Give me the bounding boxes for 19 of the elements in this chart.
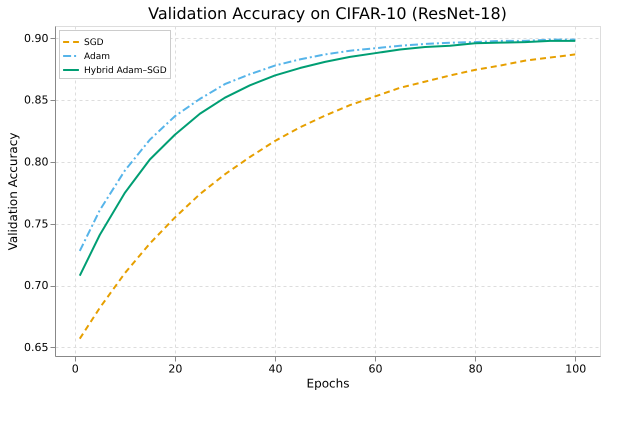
y-tick-label: 0.65 xyxy=(24,340,48,354)
legend-label: Adam xyxy=(84,52,110,62)
y-tick-label: 0.80 xyxy=(24,155,48,168)
y-axis-title: Validation Accuracy xyxy=(6,132,20,250)
x-tick-label: 60 xyxy=(368,362,383,376)
x-tick-label: 100 xyxy=(565,362,586,376)
line-series xyxy=(78,53,576,340)
x-tick-label: 40 xyxy=(268,362,282,376)
x-axis-title: Epochs xyxy=(306,376,350,390)
y-tick-label: 0.85 xyxy=(24,94,48,107)
y-tick-label: 0.75 xyxy=(24,217,48,230)
y-tick-label: 0.70 xyxy=(24,279,48,292)
chart-title: Validation Accuracy on CIFAR-10 (ResNet-18) xyxy=(148,4,507,23)
legend-label: Hybrid Adam–SGD xyxy=(84,66,167,76)
x-tick-label: 80 xyxy=(468,362,483,376)
x-tick-label: 0 xyxy=(72,362,79,376)
y-tick-label: 0.90 xyxy=(24,32,48,45)
x-tick-label: 20 xyxy=(168,362,182,376)
legend-label: SGD xyxy=(84,38,104,48)
